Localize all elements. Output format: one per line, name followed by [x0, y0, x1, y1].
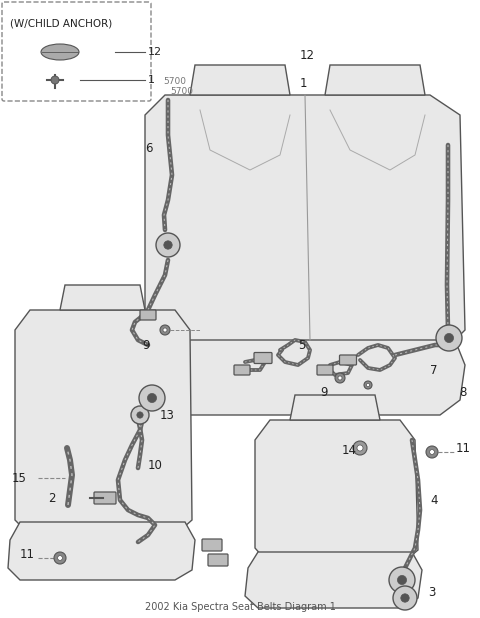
Circle shape [364, 381, 372, 389]
Text: 5700: 5700 [163, 77, 186, 86]
Circle shape [54, 552, 66, 564]
Text: 8: 8 [459, 386, 467, 399]
Text: 11: 11 [456, 441, 471, 454]
Text: 9: 9 [142, 339, 149, 352]
Text: 9: 9 [320, 386, 327, 399]
Polygon shape [255, 420, 418, 565]
FancyBboxPatch shape [140, 310, 156, 320]
Circle shape [131, 406, 149, 424]
Circle shape [436, 325, 462, 351]
Text: 12: 12 [300, 48, 315, 62]
Circle shape [426, 446, 438, 458]
Circle shape [51, 76, 59, 84]
Text: 7: 7 [430, 363, 437, 376]
Text: 3: 3 [428, 585, 435, 598]
Polygon shape [145, 95, 465, 350]
Polygon shape [8, 522, 195, 580]
Ellipse shape [41, 44, 79, 60]
Circle shape [160, 325, 170, 335]
Circle shape [393, 586, 417, 610]
Circle shape [338, 376, 342, 380]
Circle shape [397, 575, 407, 585]
Circle shape [430, 450, 434, 454]
FancyBboxPatch shape [2, 2, 151, 101]
Text: 12: 12 [148, 47, 162, 57]
Text: 1: 1 [148, 75, 155, 85]
FancyBboxPatch shape [254, 352, 272, 363]
Circle shape [139, 385, 165, 411]
Circle shape [58, 556, 62, 561]
Polygon shape [190, 65, 290, 95]
Circle shape [353, 441, 367, 455]
Text: (W/CHILD ANCHOR): (W/CHILD ANCHOR) [10, 18, 112, 28]
FancyBboxPatch shape [317, 365, 333, 375]
Text: 13: 13 [160, 408, 175, 421]
Circle shape [366, 383, 370, 387]
Text: 11: 11 [20, 549, 35, 562]
Text: 5700: 5700 [170, 87, 193, 96]
Circle shape [389, 567, 415, 593]
Circle shape [163, 328, 167, 332]
FancyBboxPatch shape [202, 539, 222, 551]
FancyBboxPatch shape [208, 554, 228, 566]
Text: 1: 1 [300, 77, 308, 90]
Polygon shape [145, 340, 465, 415]
Text: 4: 4 [430, 494, 437, 507]
Text: 6: 6 [145, 142, 153, 154]
Polygon shape [325, 65, 425, 95]
Circle shape [335, 373, 345, 383]
Circle shape [156, 233, 180, 257]
Text: 2002 Kia Spectra Seat Belts Diagram 1: 2002 Kia Spectra Seat Belts Diagram 1 [144, 602, 336, 612]
Circle shape [401, 594, 409, 602]
Polygon shape [290, 395, 380, 420]
Text: 15: 15 [12, 472, 27, 485]
Circle shape [444, 334, 454, 342]
Circle shape [147, 394, 156, 402]
FancyBboxPatch shape [94, 492, 116, 504]
Text: 10: 10 [148, 459, 163, 472]
Polygon shape [60, 285, 145, 310]
FancyBboxPatch shape [234, 365, 250, 375]
Text: 2: 2 [48, 491, 56, 504]
FancyBboxPatch shape [339, 355, 357, 365]
Polygon shape [245, 552, 422, 608]
Circle shape [137, 412, 143, 418]
Text: 5: 5 [298, 339, 305, 352]
Polygon shape [15, 310, 192, 535]
Text: 14: 14 [342, 444, 357, 457]
Circle shape [357, 445, 363, 451]
Circle shape [164, 241, 172, 249]
